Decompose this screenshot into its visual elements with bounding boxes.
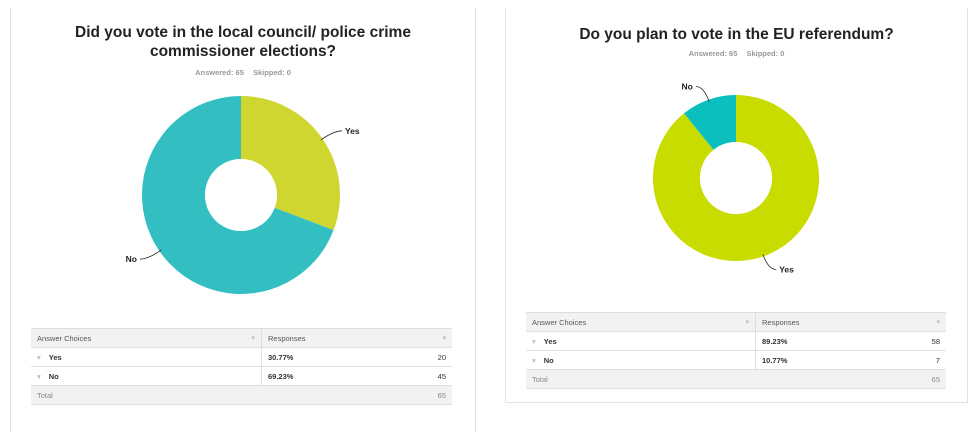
table-row: ▾ Yes 30.77% 20 — [31, 347, 452, 367]
donut-chart: Yes No — [126, 96, 360, 294]
total-value: 65 — [385, 385, 452, 405]
response-count-cell: 7 — [879, 350, 946, 370]
table-row: ▾ No 69.23% 45 — [31, 366, 452, 386]
table-row: ▾ No 10.77% 7 — [526, 350, 946, 370]
answer-choice-cell[interactable]: ▾ No — [31, 366, 262, 386]
sort-chevron-icon[interactable]: ▾ — [251, 334, 255, 342]
response-count-cell: 20 — [385, 347, 452, 367]
pie-slice-no[interactable] — [141, 96, 334, 294]
label-leader-line — [762, 254, 777, 270]
response-count-cell: 45 — [385, 366, 452, 386]
response-percent-cell: 89.23% — [755, 331, 880, 351]
total-label: Total — [31, 385, 386, 405]
column-header-responses[interactable]: Responses ▾ — [261, 328, 452, 348]
chart-title: Do you plan to vote in the EU referendum… — [579, 26, 894, 43]
answer-choice-cell[interactable]: ▾ Yes — [31, 347, 262, 367]
chart-panel-local-elections: Did you vote in the local council/ polic… — [10, 8, 476, 432]
label-leader-line — [320, 130, 343, 141]
answer-choice-cell[interactable]: ▾ Yes — [526, 331, 756, 351]
slice-label-yes: Yes — [345, 126, 360, 136]
expand-chevron-icon[interactable]: ▾ — [37, 352, 41, 362]
skipped-count: Skipped: 0 — [746, 49, 785, 58]
column-header-answer-choices[interactable]: Answer Choices ▾ — [526, 312, 756, 332]
expand-chevron-icon[interactable]: ▾ — [37, 371, 41, 381]
table-row: ▾ Yes 89.23% 58 — [526, 331, 946, 351]
response-stats: Answered: 65 Skipped: 0 — [506, 49, 967, 58]
label-leader-line — [695, 86, 710, 102]
expand-chevron-icon[interactable]: ▾ — [532, 355, 536, 365]
table-total-row: Total 65 — [31, 385, 452, 405]
response-percent-cell: 30.77% — [261, 347, 386, 367]
sort-chevron-icon[interactable]: ▾ — [745, 318, 749, 326]
chart-panel-eu-referendum: Do you plan to vote in the EU referendum… — [505, 8, 968, 403]
expand-chevron-icon[interactable]: ▾ — [532, 336, 536, 346]
donut-hole — [205, 159, 277, 231]
response-stats: Answered: 65 Skipped: 0 — [11, 68, 475, 77]
pie-slice-no[interactable] — [684, 95, 736, 150]
column-header-responses[interactable]: Responses ▾ — [755, 312, 946, 332]
donut-hole — [700, 142, 772, 214]
responses-table: Answer Choices ▾ Responses ▾ ▾ Yes 89.23% 5… — [526, 312, 946, 389]
pie-slice-yes[interactable] — [653, 95, 819, 261]
total-value: 65 — [879, 369, 946, 389]
table-header-row: Answer Choices ▾ Responses ▾ — [526, 312, 946, 332]
answer-choice-cell[interactable]: ▾ No — [526, 350, 756, 370]
column-header-answer-choices[interactable]: Answer Choices ▾ — [31, 328, 262, 348]
response-percent-cell: 10.77% — [755, 350, 880, 370]
chart-title: Did you vote in the local council/ polic… — [75, 24, 411, 60]
answered-count: Answered: 65 — [688, 49, 738, 58]
pie-slice-yes[interactable] — [241, 96, 340, 231]
total-label: Total — [526, 369, 880, 389]
label-leader-line — [139, 249, 162, 260]
sort-chevron-icon[interactable]: ▾ — [936, 318, 940, 326]
response-count-cell: 58 — [879, 331, 946, 351]
slice-label-yes: Yes — [779, 265, 794, 275]
table-header-row: Answer Choices ▾ Responses ▾ — [31, 328, 452, 348]
answered-count: Answered: 65 — [195, 68, 244, 77]
skipped-count: Skipped: 0 — [252, 68, 291, 77]
donut-chart: Yes No — [653, 81, 819, 275]
sort-chevron-icon[interactable]: ▾ — [442, 334, 446, 342]
table-total-row: Total 65 — [526, 369, 946, 389]
responses-table: Answer Choices ▾ Responses ▾ ▾ Yes 30.77% 2… — [31, 328, 452, 405]
slice-label-no: No — [126, 254, 137, 264]
slice-label-no: No — [681, 81, 692, 91]
response-percent-cell: 69.23% — [261, 366, 386, 386]
